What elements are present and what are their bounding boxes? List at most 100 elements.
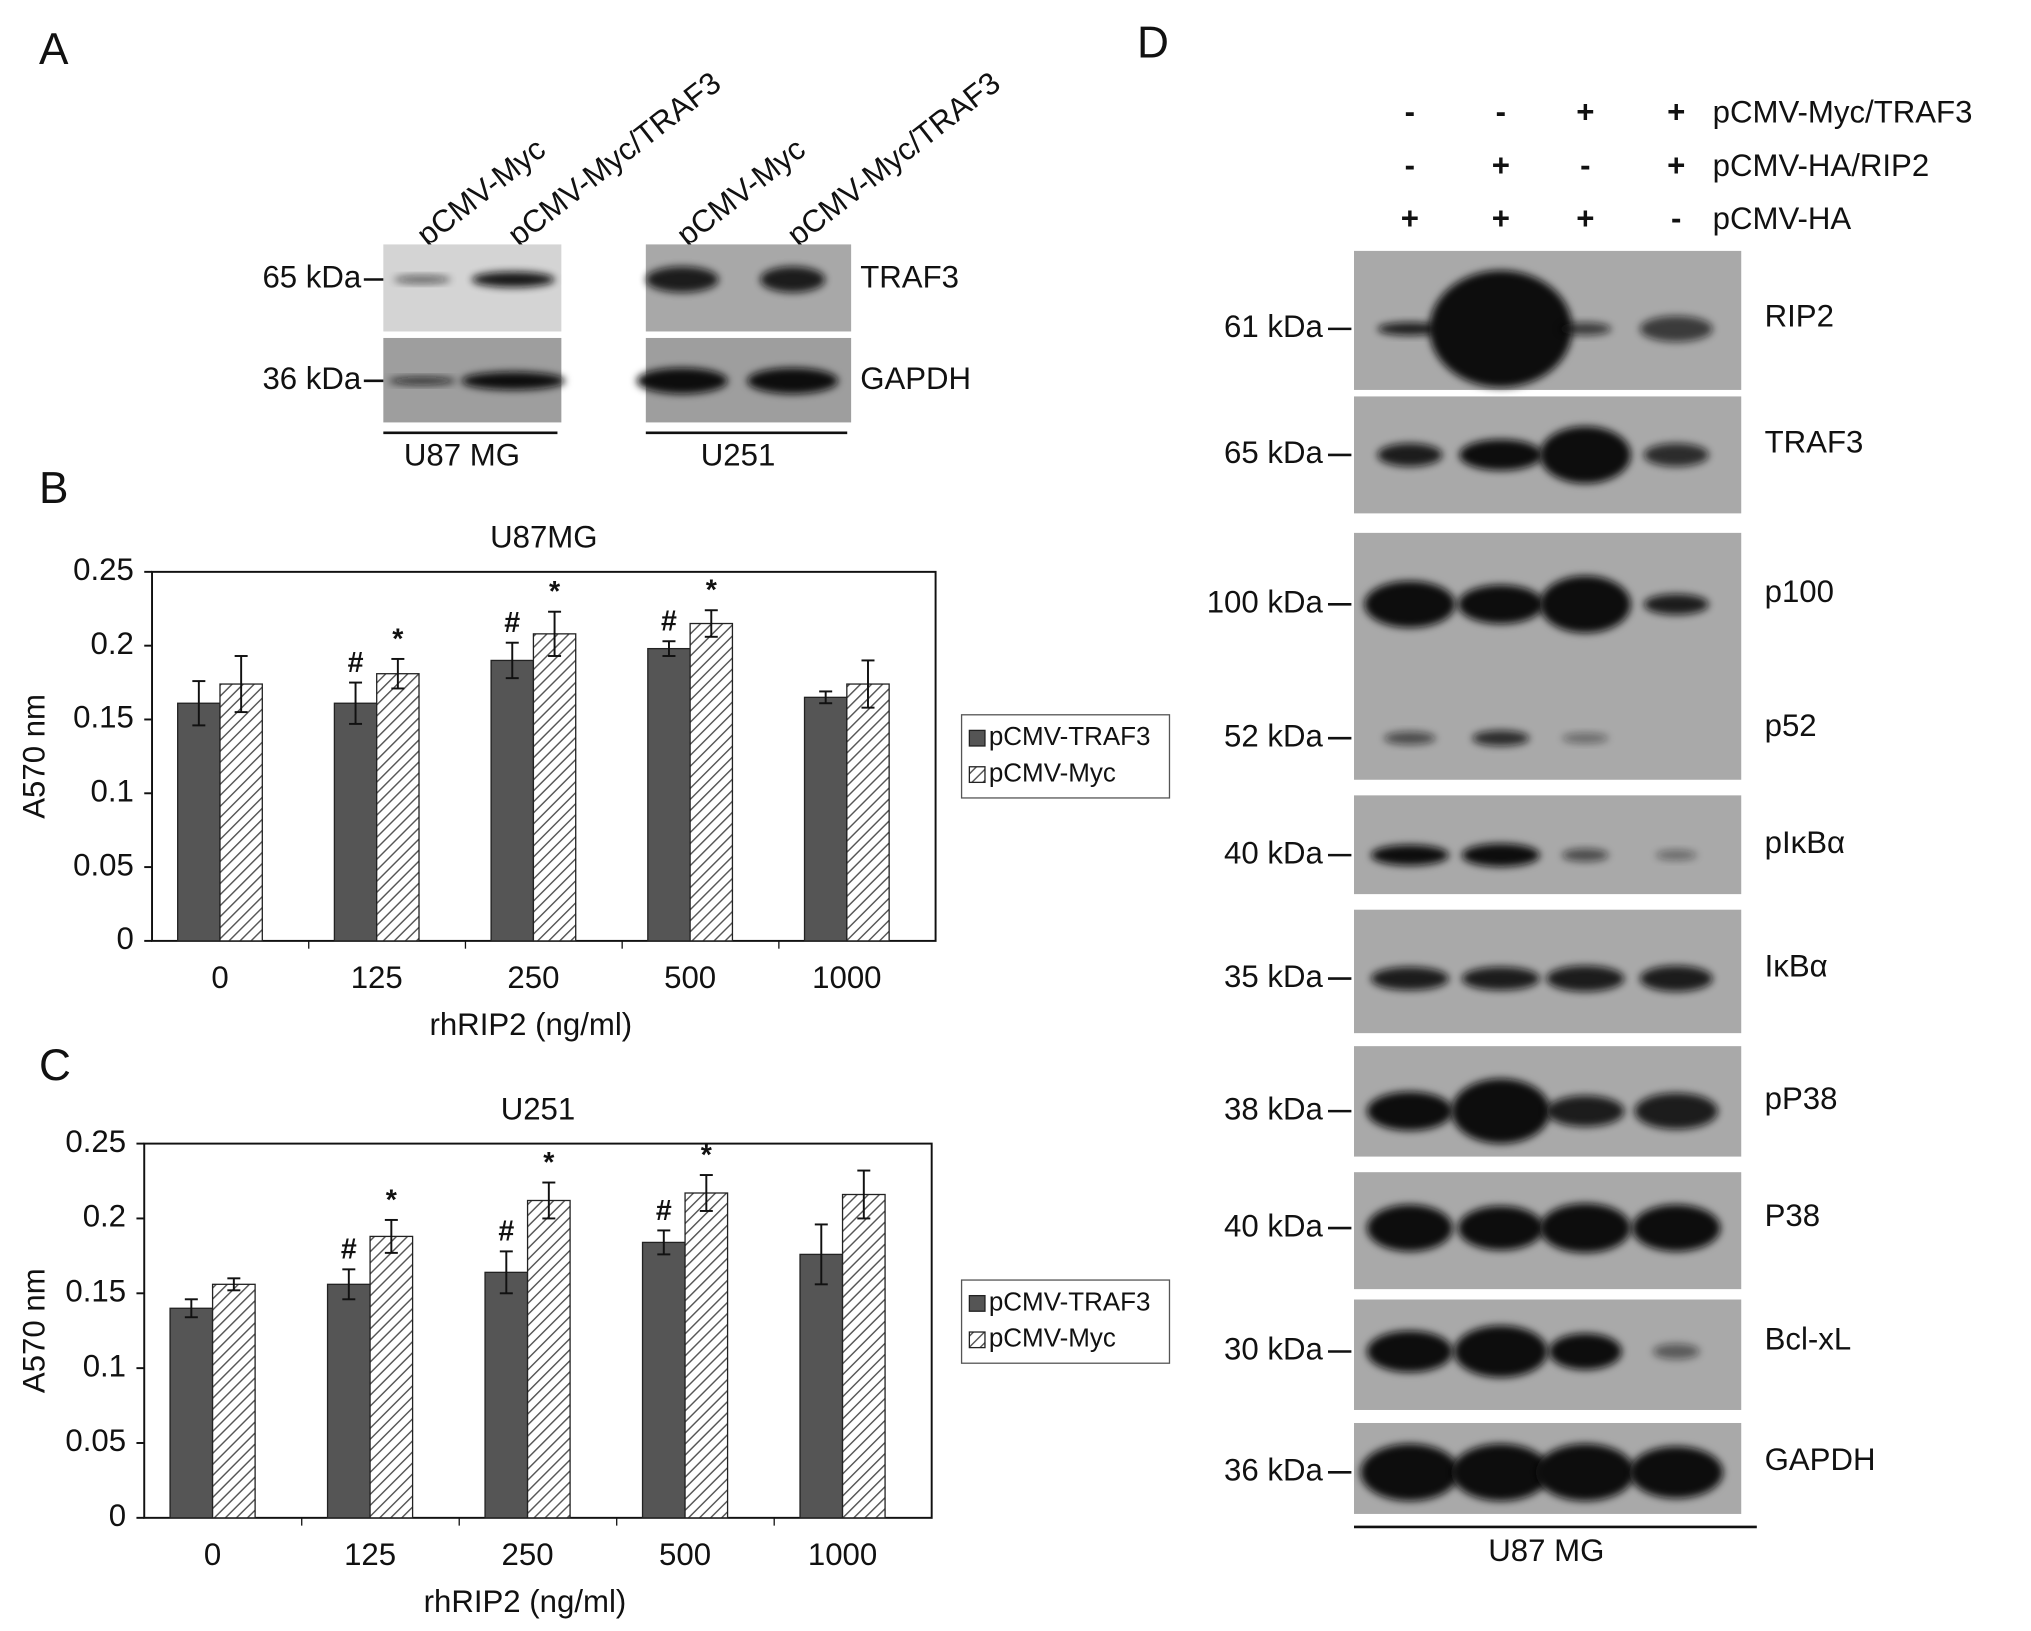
marker-label: 30 kDa xyxy=(1224,1332,1323,1367)
x-tick-label: 0 xyxy=(211,960,228,995)
marker-label: 36 kDa xyxy=(1224,1453,1323,1488)
x-tick-label: 1000 xyxy=(812,960,881,995)
significance-marker: * xyxy=(701,1139,713,1171)
blot-band xyxy=(393,275,451,284)
bar xyxy=(177,702,221,942)
y-tick-label: 0.15 xyxy=(73,700,134,735)
legend-swatch xyxy=(968,1331,986,1349)
blot-band xyxy=(1546,1095,1625,1127)
blot-band xyxy=(1539,1203,1631,1253)
y-tick-label: 0.05 xyxy=(73,847,134,882)
blot-band xyxy=(1561,732,1609,744)
band-label: RIP2 xyxy=(1765,299,1834,334)
blot-band xyxy=(1451,1443,1551,1501)
bar xyxy=(369,1235,414,1519)
band-label: Bcl-xL xyxy=(1765,1321,1852,1356)
x-axis-label: rhRIP2 (ng/ml) xyxy=(429,1007,632,1042)
blot-band xyxy=(1370,844,1449,866)
x-axis-label: rhRIP2 (ng/ml) xyxy=(424,1584,627,1619)
blot-band xyxy=(1639,965,1713,992)
y-tick-label: 0 xyxy=(109,1498,126,1533)
blot-band xyxy=(1632,1204,1721,1252)
blot-band xyxy=(1377,322,1443,336)
bar xyxy=(326,1283,371,1519)
blot-band xyxy=(747,367,839,394)
significance-marker: # xyxy=(656,1195,672,1227)
blot-band xyxy=(1639,315,1713,342)
bar xyxy=(532,633,577,942)
y-tick-label: 0.1 xyxy=(83,1348,126,1383)
y-tick-label: 0.2 xyxy=(90,626,133,661)
blot-band xyxy=(1377,443,1443,467)
bar xyxy=(211,1283,256,1519)
blot-band xyxy=(1383,731,1436,745)
blot-band xyxy=(1643,593,1709,615)
condition-label: pCMV-HA xyxy=(1713,201,1852,236)
marker-label: 65 kDa xyxy=(1224,435,1323,470)
blot-band xyxy=(1561,848,1609,862)
bar xyxy=(484,1271,529,1519)
blot-band xyxy=(1652,1343,1700,1360)
condition-sign: + xyxy=(1492,201,1510,236)
blot-band xyxy=(1360,1443,1460,1501)
blot-band xyxy=(1535,1443,1635,1501)
blot-band xyxy=(388,376,457,385)
blot-band xyxy=(1457,1205,1544,1251)
condition-sign: + xyxy=(1667,148,1685,183)
bar xyxy=(846,683,890,942)
x-tick-label: 1000 xyxy=(808,1537,877,1572)
significance-marker: # xyxy=(504,607,520,639)
legend-label: pCMV-TRAF3 xyxy=(989,1286,1151,1316)
condition-sign: + xyxy=(1667,95,1685,130)
blot-band xyxy=(1459,439,1543,471)
blot-band xyxy=(1457,584,1544,624)
blot xyxy=(383,244,562,332)
significance-marker: * xyxy=(549,576,561,608)
legend-label: pCMV-Myc xyxy=(989,1323,1116,1353)
blot-band xyxy=(1366,1091,1453,1131)
significance-marker: * xyxy=(386,1184,398,1216)
blot-band xyxy=(1366,1330,1453,1373)
significance-marker: # xyxy=(661,606,677,638)
bar xyxy=(219,683,263,942)
x-tick-label: 250 xyxy=(507,960,559,995)
blot-band xyxy=(760,266,826,293)
band-label: TRAF3 xyxy=(860,260,959,295)
chart-title: U251 xyxy=(501,1091,576,1126)
bar xyxy=(333,702,378,942)
marker-label: 61 kDa xyxy=(1224,309,1323,344)
significance-marker: * xyxy=(392,623,404,655)
blot-band xyxy=(1634,1092,1718,1130)
band-label: pP38 xyxy=(1765,1081,1838,1116)
bar xyxy=(641,1241,686,1519)
x-tick-label: 500 xyxy=(659,1537,711,1572)
y-tick-label: 0.2 xyxy=(83,1199,126,1234)
significance-marker: * xyxy=(543,1147,555,1179)
blot-band xyxy=(1461,843,1540,867)
marker-label: 36 kDa xyxy=(262,361,361,396)
condition-sign: - xyxy=(1496,95,1506,130)
x-tick-label: 125 xyxy=(351,960,403,995)
condition-sign: - xyxy=(1671,201,1681,236)
marker-label: 35 kDa xyxy=(1224,959,1323,994)
y-axis-label: A570 nm xyxy=(17,694,52,819)
panel-label: A xyxy=(39,25,69,74)
blot-band xyxy=(471,271,555,288)
cell-line-label: U87 MG xyxy=(404,438,520,473)
bar xyxy=(490,659,535,942)
blot-band xyxy=(1454,1325,1548,1378)
bar xyxy=(169,1307,214,1519)
blot-band xyxy=(1366,1204,1453,1252)
panel-label: D xyxy=(1137,18,1169,67)
legend-swatch xyxy=(968,1294,986,1312)
band-label: GAPDH xyxy=(860,361,971,396)
legend-box xyxy=(960,714,1171,799)
band-label: p52 xyxy=(1765,708,1817,743)
blot-band xyxy=(1559,322,1612,336)
x-tick-label: 500 xyxy=(664,960,716,995)
blot xyxy=(1354,795,1742,895)
condition-sign: - xyxy=(1405,148,1415,183)
bar xyxy=(647,647,691,942)
